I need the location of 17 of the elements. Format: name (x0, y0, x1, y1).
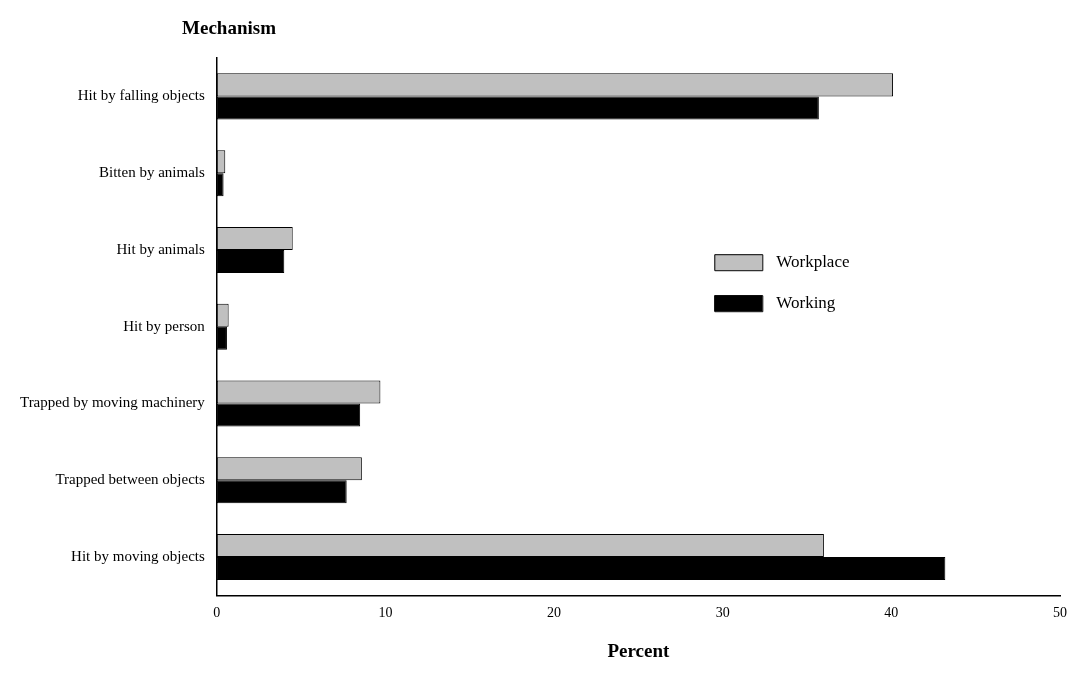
y-tick-label: Hit by falling objects (77, 87, 205, 104)
x-tick-label: 20 (547, 605, 562, 621)
y-tick-label: Hit by person (123, 317, 206, 334)
x-tick-label: 30 (715, 605, 730, 621)
x-tick-label: 10 (378, 605, 393, 621)
legend-label: Workplace (776, 251, 850, 271)
y-tick-label: Trapped between objects (55, 471, 205, 488)
y-axis-title: Mechanism (182, 17, 277, 38)
x-axis-title: Percent (607, 639, 671, 661)
y-tick-label: Bitten by animals (99, 164, 205, 181)
legend-label: Working (776, 292, 836, 312)
x-tick-label: 40 (884, 605, 899, 621)
y-tick-label: Hit by moving objects (71, 547, 205, 564)
x-tick-label: 50 (1053, 605, 1067, 621)
y-tick-label: Hit by animals (116, 240, 205, 257)
x-tick-label: 0 (213, 605, 221, 621)
y-tick-label: Trapped by moving machinery (19, 394, 206, 411)
